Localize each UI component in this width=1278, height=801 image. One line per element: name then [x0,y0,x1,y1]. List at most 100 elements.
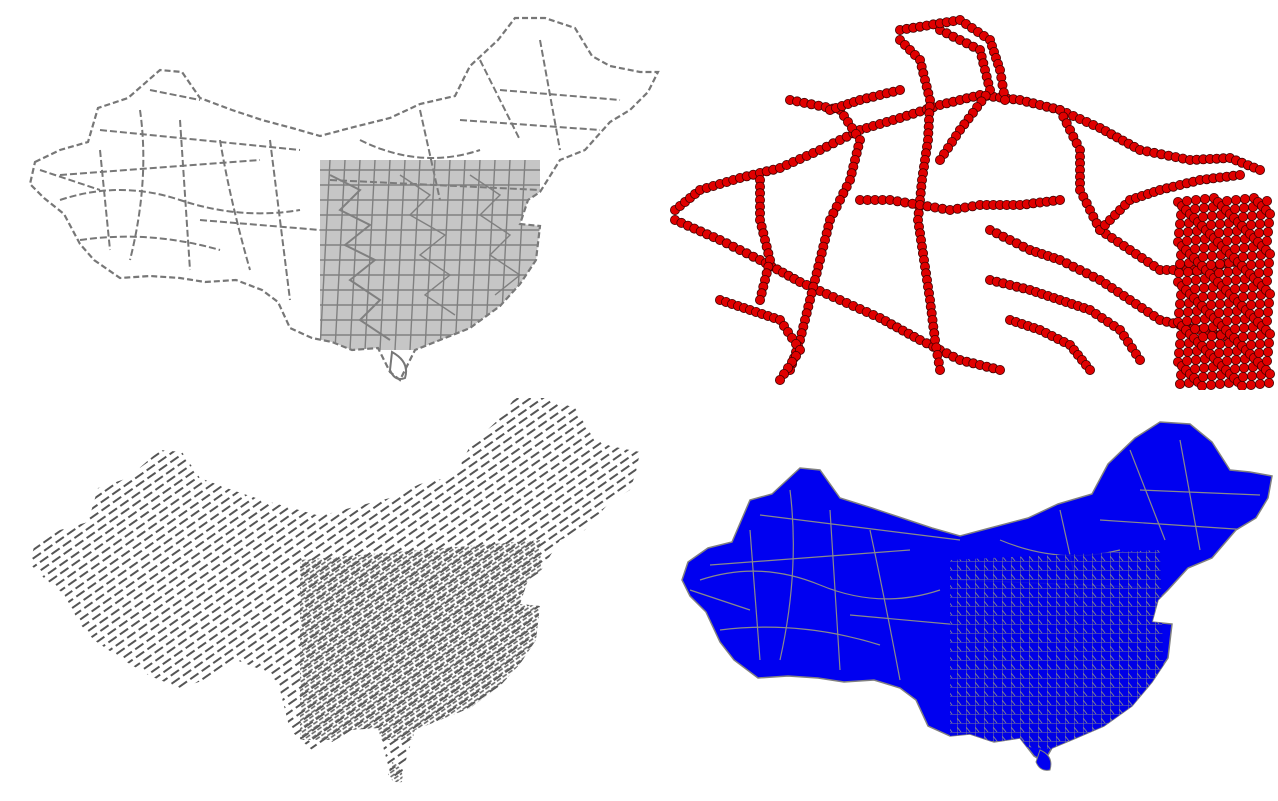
vertex-marker [1183,266,1194,277]
vertex-marker [1223,226,1234,237]
vertex-marker [1230,363,1241,374]
vertex-marker [1182,315,1193,326]
vertex-marker [1264,297,1275,308]
vertex-marker [1264,337,1275,348]
vertex-marker [1239,362,1250,373]
vertex-marker [1191,274,1202,285]
vertex-marker [1175,378,1186,389]
vertex-marker [1255,164,1266,175]
vertex-marker [1262,235,1273,246]
vertex-marker [1262,195,1273,206]
vertex-marker [1255,298,1266,309]
vertex-marker [1200,193,1211,204]
vertex-marker [1231,274,1242,285]
vertex-marker [1262,355,1273,366]
vertex-marker [1263,266,1274,277]
vertex-marker [1240,193,1251,204]
vertex-marker [1214,347,1225,358]
vertex-marker [1222,315,1233,326]
vertex-marker [1239,202,1250,213]
island-outline [388,350,408,380]
interior-borders [39,39,621,301]
vertex-marker [1175,338,1186,349]
vertex-marker [1255,218,1266,229]
map-panel-line-hatching [0,390,660,801]
vertex-marker [1207,370,1218,381]
vertex-marker [1265,208,1276,219]
vertex-marker [1222,235,1233,246]
vertex-marker [1191,194,1202,205]
vertex-marker [775,374,786,385]
vertex-marker [1182,235,1193,246]
vertex-marker [1239,242,1250,253]
vertex-marker [1198,211,1209,222]
vertex-marker [1246,379,1257,390]
vertex-marker [1206,219,1217,230]
east-hatching [300,540,545,740]
vertex-marker [1246,339,1257,350]
vertex-marker [1254,267,1265,278]
vertex-marker [1198,331,1209,342]
vertex-marker [1190,323,1201,334]
vertex-marker [1199,282,1210,293]
vertex-marker [894,85,905,96]
vertex-marker [1207,250,1218,261]
vertex-marker [1238,331,1249,342]
dense-county-boundaries [950,550,1165,750]
vertex-marker [1247,250,1258,261]
vertex-marker [1182,195,1193,206]
vertex-marker [1207,210,1218,221]
vertex-marker [1190,203,1201,214]
vertex-marker [1231,234,1242,245]
vertex-marker [1230,283,1241,294]
vertex-marker [1247,210,1258,221]
vertex-marker [1207,330,1218,341]
vertex-marker [1182,275,1193,286]
vertex-marker [1191,354,1202,365]
vertex-marker [1191,314,1202,325]
vertex-marker [1264,377,1275,388]
vertex-marker [1183,346,1194,357]
vertex-marker [1247,290,1258,301]
vertex-marker [1255,338,1266,349]
vertex-marker [1265,248,1276,259]
vertex-marker [1230,323,1241,334]
vertex-marker [1207,290,1218,301]
map-panel-point-markers [660,0,1278,390]
vertex-marker [1198,251,1209,262]
map-line-hatching [30,398,640,783]
vertex-marker [1174,267,1185,278]
vertex-marker [1215,378,1226,389]
vertex-marker [1197,381,1207,390]
vertex-marker [1235,169,1246,180]
vertex-marker [1238,251,1249,262]
vertex-marker [1222,355,1233,366]
vertex-marker [1206,339,1217,350]
vertex-marker [934,154,945,165]
vertex-marker [1222,275,1233,286]
vertex-marker [1263,306,1274,317]
vertex-marker [1262,275,1273,286]
country-outline [28,16,660,382]
vertex-marker [1198,291,1209,302]
vertex-marker [1230,243,1241,254]
map-solid-fill [681,421,1273,771]
vertex-marker [994,364,1005,375]
vertex-marker [1182,355,1193,366]
boundary-vertex-markers [669,14,1276,390]
vertex-marker [1206,379,1217,390]
vertex-marker [1199,362,1210,373]
vertex-marker [1175,258,1186,269]
vertex-marker [1238,211,1249,222]
vertex-marker [1206,259,1217,270]
vertex-marker [1246,299,1257,310]
vertex-marker [1084,364,1095,375]
vertex-marker [1265,288,1276,299]
vertex-marker [1199,202,1210,213]
vertex-marker [1174,227,1185,238]
vertex-marker [1231,354,1242,365]
vertex-marker [1255,258,1266,269]
dense-east-borders [319,159,540,351]
map-panel-solid-fill [660,390,1278,801]
vertex-marker [1191,234,1202,245]
